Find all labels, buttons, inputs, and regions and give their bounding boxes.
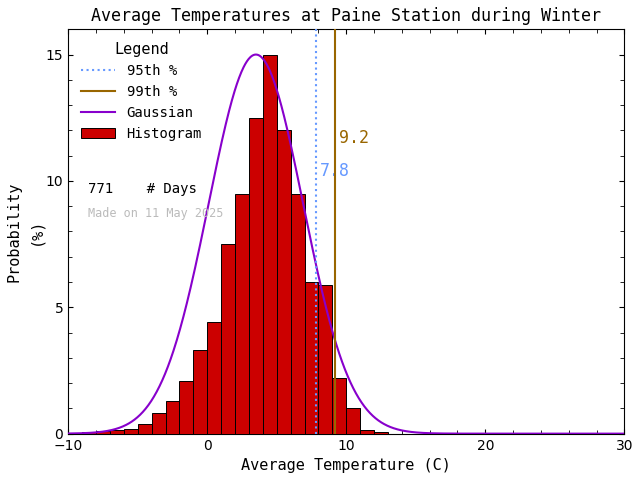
Title: Average Temperatures at Paine Station during Winter: Average Temperatures at Paine Station du… [92,7,601,25]
Bar [124,429,138,433]
Bar [346,408,360,433]
Text: 9.2: 9.2 [339,129,369,147]
Bar [374,432,388,433]
Bar [332,378,346,433]
Bar [319,285,332,433]
Bar [221,244,235,433]
Bar [249,118,263,433]
Text: 7.8: 7.8 [320,162,350,180]
Bar [193,350,207,433]
X-axis label: Average Temperature (C): Average Temperature (C) [241,458,451,473]
Text: Made on 11 May 2025: Made on 11 May 2025 [88,207,223,220]
Bar [276,131,291,433]
Bar [82,432,96,433]
Text: 771    # Days: 771 # Days [88,182,196,196]
Bar [152,413,166,433]
Bar [179,381,193,433]
Bar [110,430,124,433]
Bar [263,55,276,433]
Bar [305,282,319,433]
Bar [235,193,249,433]
Bar [207,323,221,433]
Bar [360,430,374,433]
Bar [96,431,110,433]
Legend: 95th %, 99th %, Gaussian, Histogram: 95th %, 99th %, Gaussian, Histogram [75,36,207,146]
Bar [166,401,179,433]
Y-axis label: Probability
(%): Probability (%) [7,181,43,282]
Bar [291,193,305,433]
Bar [138,423,152,433]
